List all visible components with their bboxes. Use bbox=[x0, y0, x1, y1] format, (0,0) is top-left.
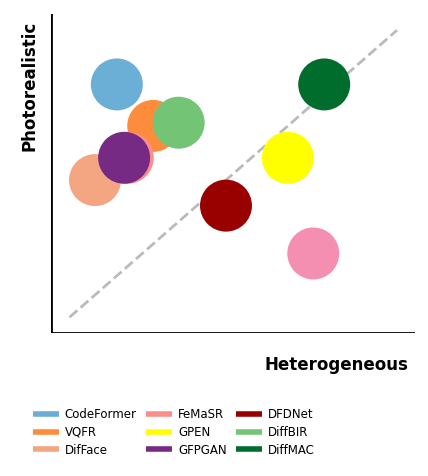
Text: Photorealistic: Photorealistic bbox=[21, 20, 39, 151]
Point bbox=[310, 249, 317, 257]
Point bbox=[175, 119, 182, 127]
Legend: CodeFormer, VQFR, DifFace, FeMaSR, GPEN, GFPGAN, DFDNet, DiffBIR, DiffMAC: CodeFormer, VQFR, DifFace, FeMaSR, GPEN,… bbox=[28, 403, 320, 461]
Point bbox=[113, 80, 120, 88]
Point bbox=[321, 80, 328, 88]
Point bbox=[124, 154, 131, 162]
Point bbox=[121, 154, 128, 162]
Point bbox=[150, 122, 157, 130]
Point bbox=[223, 202, 229, 209]
Point bbox=[284, 154, 291, 162]
Point bbox=[92, 176, 98, 184]
Text: Heterogeneous: Heterogeneous bbox=[264, 356, 408, 374]
